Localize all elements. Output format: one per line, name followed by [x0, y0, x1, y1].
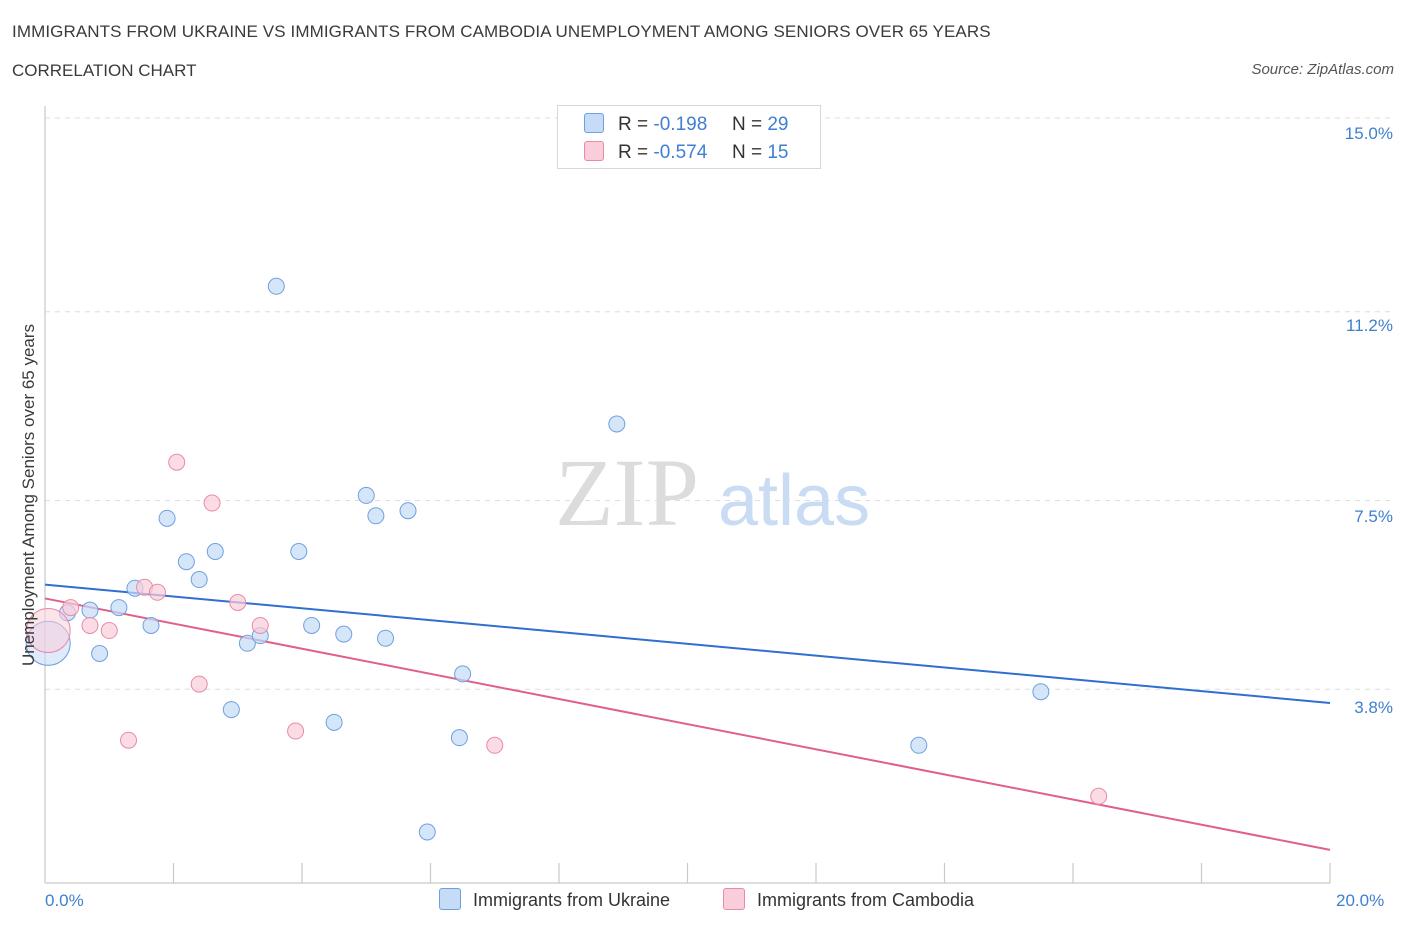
chart-subtitle: CORRELATION CHART [12, 61, 197, 80]
cambodia-trend-line [44, 597, 1331, 851]
ukraine-point [357, 486, 375, 504]
chart-title: IMMIGRANTS FROM UKRAINE VS IMMIGRANTS FR… [12, 22, 991, 41]
cambodia-point [203, 494, 221, 512]
cambodia-point [148, 583, 166, 601]
ukraine-point [399, 502, 417, 520]
ukraine-point [267, 277, 285, 295]
ukraine-point [142, 616, 160, 634]
y-tick-label: 3.8% [1354, 698, 1393, 717]
r-value-ukraine: -0.198 [653, 114, 708, 135]
cambodia-point [1090, 787, 1108, 805]
x-tick-label-max: 20.0% [1336, 891, 1385, 910]
ukraine-point [81, 601, 99, 619]
cambodia-point [120, 731, 138, 749]
ukraine-swatch [584, 113, 604, 133]
ukraine-point [238, 634, 256, 652]
ukraine-point [450, 729, 468, 747]
ukraine-point [910, 736, 928, 754]
watermark-atlas: atlas [718, 461, 870, 541]
watermark: ZIP atlas [555, 439, 870, 546]
y-tick-label: 15.0% [1344, 124, 1393, 143]
cambodia-point [251, 616, 269, 634]
ukraine-point [608, 415, 626, 433]
legend-item-ukraine: Immigrants from Ukraine [439, 888, 670, 911]
cambodia-point [168, 453, 186, 471]
correlation-legend: R = -0.198 N = 29 R = -0.574 N = 15 [557, 105, 821, 169]
legend-label-ukraine: Immigrants from Ukraine [473, 890, 671, 910]
r-value-cambodia: -0.574 [653, 142, 708, 163]
cambodia-point [486, 736, 504, 754]
legend-label-cambodia: Immigrants from Cambodia [757, 890, 975, 910]
source-credit: Source: ZipAtlas.com [1251, 61, 1394, 78]
n-value-ukraine: 29 [767, 114, 789, 135]
ukraine-point [1032, 683, 1050, 701]
n-label: N = [731, 142, 763, 163]
cambodia-point [25, 608, 71, 654]
ukraine-point [418, 823, 436, 841]
legend-item-cambodia: Immigrants from Cambodia [723, 888, 974, 911]
ukraine-point [222, 701, 240, 719]
n-value-cambodia: 15 [767, 142, 789, 163]
ukraine-point [377, 629, 395, 647]
ukraine-point [367, 507, 385, 525]
ukraine-point [158, 509, 176, 527]
cambodia-point [100, 622, 118, 640]
ukraine-point [454, 665, 472, 683]
cambodia-point [190, 675, 208, 693]
y-tick-label: 7.5% [1354, 507, 1393, 526]
n-label: N = [731, 114, 763, 135]
cambodia-swatch [584, 141, 604, 161]
x-tick-label-min: 0.0% [45, 891, 84, 910]
ukraine-point [206, 543, 224, 560]
cambodia-point [229, 594, 247, 611]
r-label: R = [618, 114, 649, 135]
ukraine-point [91, 645, 109, 662]
y-axis-label: Unemployment Among Seniors over 65 years [19, 323, 38, 667]
y-tick-label: 11.2% [1346, 316, 1393, 335]
ukraine-point [110, 599, 128, 617]
ukraine-point [335, 625, 353, 643]
ukraine-point [303, 616, 321, 634]
r-label: R = [618, 142, 649, 163]
cambodia-point [287, 722, 305, 740]
data-points [25, 277, 1108, 841]
ukraine-legend-swatch [439, 888, 461, 910]
watermark-zip: ZIP [555, 439, 699, 546]
ukraine-point [190, 571, 208, 589]
legend-row-ukraine: R = -0.198 N = 29 [584, 113, 788, 137]
axes [44, 106, 1331, 884]
trend-lines [44, 583, 1331, 851]
ukraine-point [290, 543, 308, 560]
cambodia-legend-swatch [723, 888, 745, 910]
legend-row-cambodia: R = -0.574 N = 15 [584, 141, 788, 165]
ukraine-point [177, 553, 195, 571]
ukraine-point [325, 713, 343, 731]
cambodia-point [81, 616, 99, 634]
cambodia-point [62, 599, 80, 617]
ukraine-trend-line [44, 583, 1331, 704]
